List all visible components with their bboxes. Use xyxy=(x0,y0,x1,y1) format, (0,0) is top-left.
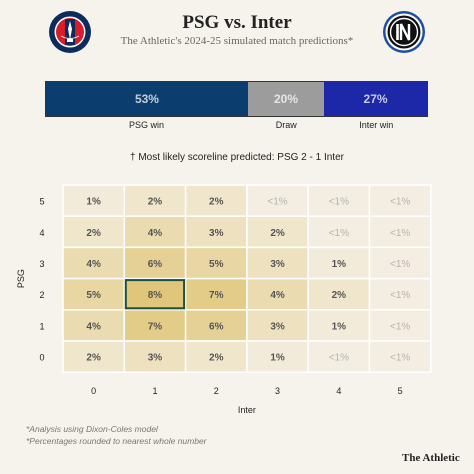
heatmap-cell-label: 2% xyxy=(86,228,101,239)
heatmap-cell-label: 2% xyxy=(332,290,347,301)
heatmap-cell-label: <1% xyxy=(329,353,349,364)
heatmap-cell-label: 8% xyxy=(148,290,163,301)
x-tick-label: 5 xyxy=(398,386,403,396)
heatmap-cell-label: 4% xyxy=(270,290,285,301)
heatmap-cell-label: <1% xyxy=(329,228,349,239)
footnote-rounding: *Percentages rounded to nearest whole nu… xyxy=(26,436,207,446)
heatmap-cell-label: 2% xyxy=(209,353,224,364)
heatmap-cell-label: 1% xyxy=(86,197,101,208)
heatmap-cell xyxy=(246,246,309,280)
inter-win-label: Inter win xyxy=(359,120,394,130)
psg-win-label: PSG win xyxy=(128,120,164,130)
heatmap-cell xyxy=(246,215,309,249)
y-tick-label: 1 xyxy=(39,321,44,331)
heatmap-cell-label: 5% xyxy=(86,290,101,301)
heatmap-cell xyxy=(123,215,187,249)
heatmap-cell xyxy=(184,246,248,280)
x-axis-label: Inter xyxy=(238,405,256,415)
heatmap-cell xyxy=(246,340,309,373)
x-tick-label: 4 xyxy=(336,386,341,396)
heatmap-cell xyxy=(62,340,126,373)
page-title: PSG vs. Inter xyxy=(182,12,292,33)
y-tick-label: 5 xyxy=(39,197,44,207)
inter-win-segment: 27% xyxy=(324,82,427,116)
heatmap-cell xyxy=(123,340,187,373)
footnotes: *Analysis using Dixon-Coles model *Perce… xyxy=(26,423,207,447)
heatmap-cell-label: 2% xyxy=(86,353,101,364)
heatmap-cell-label: 2% xyxy=(209,197,224,208)
y-tick-label: 0 xyxy=(39,353,44,363)
heatmap-cell xyxy=(184,309,248,342)
heatmap-cell-label: 6% xyxy=(148,259,163,270)
heatmap-cell-label: 1% xyxy=(270,353,285,364)
x-tick-label: 0 xyxy=(91,386,96,396)
heatmap-cell xyxy=(62,277,126,311)
y-axis-label: PSG xyxy=(16,269,26,288)
draw-label: Draw xyxy=(275,120,297,130)
most-likely-highlight xyxy=(124,279,186,310)
heatmap-cell xyxy=(368,215,432,249)
inter-win-percent: 27% xyxy=(363,92,388,106)
heatmap-cell-label: 4% xyxy=(86,321,101,332)
y-tick-label: 2 xyxy=(39,290,44,300)
heatmap-cell xyxy=(307,277,371,311)
y-tick-label: 4 xyxy=(39,228,44,238)
heatmap-cell-label: <1% xyxy=(390,353,410,364)
draw-percent: 20% xyxy=(274,92,299,106)
heatmap-cell-label: 7% xyxy=(148,321,163,332)
heatmap-cell-label: 4% xyxy=(86,259,101,270)
heatmap-cell-label: <1% xyxy=(329,197,349,208)
heatmap-cell-label: <1% xyxy=(267,197,287,208)
heatmap-cell-label: 1% xyxy=(332,259,347,270)
x-tick-label: 3 xyxy=(275,386,280,396)
heatmap-cell-label: 4% xyxy=(148,228,163,239)
heatmap-cell-label: 2% xyxy=(148,197,163,208)
heatmap-cell xyxy=(307,246,371,280)
heatmap-cell xyxy=(368,340,432,373)
heatmap-cell xyxy=(62,246,126,280)
outcome-probability-bar: 53% 20% 27% xyxy=(45,81,428,117)
page-subtitle: The Athletic's 2024-25 simulated match p… xyxy=(120,35,354,47)
heatmap-cell-label: <1% xyxy=(390,197,410,208)
draw-segment: 20% xyxy=(247,82,325,116)
heatmap-cell-label: <1% xyxy=(390,259,410,270)
heatmap-cell-label: 6% xyxy=(209,321,224,332)
outcome-labels: PSG win Draw Inter win xyxy=(45,120,428,134)
heatmap-cell xyxy=(368,184,432,217)
heatmap-cell-label: 5% xyxy=(209,259,224,270)
heatmap-cell xyxy=(62,309,126,342)
psg-crest-icon xyxy=(48,10,92,54)
heatmap-cell-label: <1% xyxy=(390,228,410,239)
heatmap-cell-label: 3% xyxy=(270,321,285,332)
brand-logo: The Athletic xyxy=(402,452,460,464)
heatmap-cell-label: 3% xyxy=(148,353,163,364)
heatmap-cell-label: 2% xyxy=(270,228,285,239)
heatmap-cell-label: <1% xyxy=(390,290,410,301)
heatmap-cell-label: 3% xyxy=(270,259,285,270)
heatmap-cell xyxy=(368,246,432,280)
x-tick-label: 1 xyxy=(152,386,157,396)
heatmap-cell-label: <1% xyxy=(390,321,410,332)
most-likely-scoreline: † Most likely scoreline predicted: PSG 2… xyxy=(130,152,344,163)
heatmap-cell xyxy=(184,340,248,373)
heatmap-cell-label: 1% xyxy=(332,321,347,332)
heatmap-cell-label: 7% xyxy=(209,290,224,301)
inter-crest-icon xyxy=(382,10,426,54)
scoreline-heatmap: 1% 2% 2% <1% <1% <1% 5 2% 4% 3% 2% <1% <1% 4 4% 6% 5% 3% 1… xyxy=(16,184,432,415)
psg-win-percent: 53% xyxy=(134,92,159,106)
heatmap-cell xyxy=(246,184,309,217)
x-tick-label: 2 xyxy=(214,386,219,396)
y-tick-label: 3 xyxy=(39,259,44,269)
heatmap-cell-label: 3% xyxy=(209,228,224,239)
footnote-model: *Analysis using Dixon-Coles model xyxy=(26,424,158,434)
heatmap-cell xyxy=(123,184,187,217)
psg-win-segment: 53% xyxy=(46,82,248,116)
